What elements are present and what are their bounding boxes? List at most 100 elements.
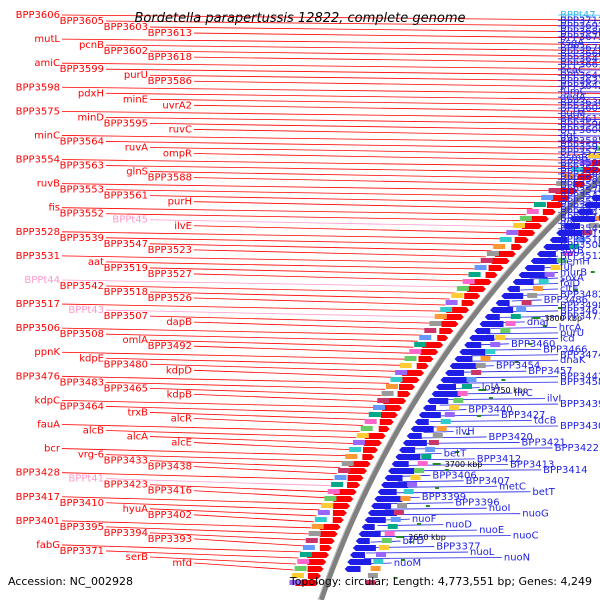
cog-block <box>356 433 369 438</box>
reverse-gene-glyph <box>576 209 593 215</box>
label-connector <box>557 228 574 231</box>
reverse-gene-glyph <box>479 321 504 327</box>
label-connector <box>105 20 600 27</box>
gene-label: BPP3647 <box>560 54 600 65</box>
gene-label: nuoG <box>522 509 549 520</box>
label-connector <box>557 102 600 104</box>
cog-block <box>327 489 340 494</box>
forward-gene-glyph <box>422 342 444 348</box>
cog-block <box>360 426 373 431</box>
cog-block <box>349 447 362 452</box>
forward-gene-glyph <box>363 440 382 446</box>
gene-label: amiC <box>34 58 60 69</box>
label-connector <box>61 110 600 119</box>
gene-label: minC <box>34 130 60 141</box>
label-connector <box>426 425 559 428</box>
gene-label: BPP3412 <box>477 454 521 465</box>
label-connector <box>557 69 600 71</box>
gene-label: ruvC <box>169 124 192 135</box>
label-connector <box>149 387 382 396</box>
gene-label: nuoC <box>513 531 539 542</box>
label-connector <box>149 122 600 131</box>
reverse-gene-glyph <box>530 258 559 264</box>
label-connector <box>498 316 559 318</box>
reverse-gene-glyph <box>563 223 581 229</box>
forward-gene-glyph <box>332 510 347 516</box>
label-connector <box>61 327 423 336</box>
gene-label: BPP3508 <box>60 329 104 340</box>
label-connector <box>105 141 600 149</box>
gene-label: nuoF <box>412 514 437 525</box>
cog-block <box>519 216 532 221</box>
label-connector <box>453 381 559 384</box>
cog-block <box>575 237 586 242</box>
label-connector <box>193 153 586 161</box>
label-connector <box>149 219 515 228</box>
reverse-gene-glyph <box>569 216 595 222</box>
cog-block <box>424 328 437 333</box>
label-connector <box>149 267 471 276</box>
gene-label: fur <box>560 262 575 273</box>
gene-label: BPP3712 <box>560 15 600 26</box>
label-connector <box>61 424 360 432</box>
gene-label: BPP3428 <box>16 468 60 479</box>
cog-block <box>548 188 561 193</box>
reverse-gene-glyph <box>464 342 482 348</box>
gene-label: BPP3410 <box>60 498 104 509</box>
gene-label: BPP3642 <box>560 81 600 92</box>
label-connector <box>557 124 600 126</box>
label-connector <box>486 332 559 335</box>
gene-label: BPP3599 <box>60 64 104 75</box>
gene-label: ilvC <box>514 388 532 399</box>
forward-gene-glyph <box>333 503 351 509</box>
reverse-gene-glyph <box>406 433 422 439</box>
gene-label: ggt <box>560 131 577 142</box>
cog-block <box>589 223 599 228</box>
cog-block <box>510 314 521 319</box>
label-connector <box>61 472 334 481</box>
gene-label: BPP3474 <box>560 350 600 361</box>
cog-block <box>317 510 330 515</box>
label-connector <box>193 80 600 88</box>
cog-block <box>475 363 486 368</box>
label-connector <box>61 351 406 360</box>
label-connector <box>397 480 464 483</box>
reverse-gene-glyph <box>355 538 370 544</box>
cog-block <box>294 566 307 571</box>
cog-block <box>506 230 519 235</box>
gene-label: ilvE <box>174 221 192 232</box>
cog-block <box>334 475 347 480</box>
gene-label: BPP3422 <box>555 443 599 454</box>
gene-label: BPP3402 <box>148 510 192 521</box>
label-connector <box>149 363 397 372</box>
cog-block <box>370 566 381 571</box>
gene-label: hyuA <box>123 504 149 515</box>
cog-block <box>397 503 408 508</box>
label-connector <box>149 291 451 300</box>
gene-label: alcA <box>127 432 148 443</box>
label-connector <box>149 412 367 420</box>
backbone-highlight <box>317 174 600 600</box>
gene-label: BPP3507 <box>104 311 148 322</box>
reverse-gene-glyph <box>395 454 421 460</box>
cog-block <box>440 307 453 312</box>
gene-label: BPP3465 <box>104 383 148 394</box>
label-connector <box>193 32 600 39</box>
cog-block <box>331 482 344 487</box>
forward-gene-glyph <box>319 531 338 537</box>
cog-block <box>480 258 493 263</box>
reverse-gene-glyph <box>543 244 571 250</box>
cog-block <box>425 447 436 452</box>
forward-gene-glyph <box>416 363 429 369</box>
forward-gene-glyph <box>364 433 386 439</box>
cog-block <box>556 181 569 186</box>
gene-label: BPP3552 <box>60 209 104 220</box>
cog-block <box>390 377 403 382</box>
forward-gene-glyph <box>542 209 556 215</box>
label-connector <box>557 129 600 131</box>
label-connector <box>193 56 600 63</box>
gene-label: bfrD <box>402 536 424 547</box>
gene-label: BPP3498 <box>560 300 600 311</box>
label-connector <box>105 237 497 246</box>
